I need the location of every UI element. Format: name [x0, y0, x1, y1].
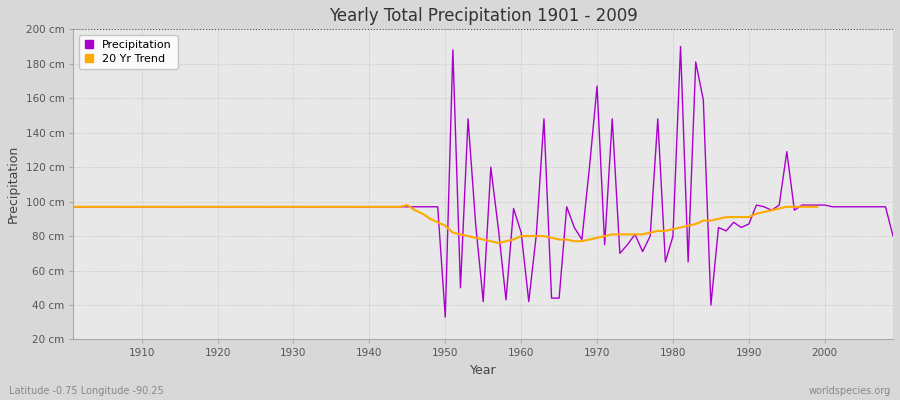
Precipitation [296, 204, 307, 209]
Precipitation [129, 204, 140, 209]
Precipitation [675, 44, 686, 49]
Text: Latitude -0.75 Longitude -90.25: Latitude -0.75 Longitude -90.25 [9, 386, 164, 396]
20 Yr Trend [493, 240, 504, 245]
20 Yr Trend [296, 204, 307, 209]
20 Yr Trend [68, 204, 79, 209]
Legend: Precipitation, 20 Yr Trend: Precipitation, 20 Yr Trend [79, 35, 177, 70]
20 Yr Trend [266, 204, 276, 209]
Line: 20 Yr Trend: 20 Yr Trend [74, 205, 817, 243]
X-axis label: Year: Year [470, 364, 497, 377]
20 Yr Trend [447, 230, 458, 235]
Title: Yearly Total Precipitation 1901 - 2009: Yearly Total Precipitation 1901 - 2009 [328, 7, 637, 25]
20 Yr Trend [402, 203, 413, 208]
Precipitation [887, 234, 898, 238]
Precipitation [68, 204, 79, 209]
20 Yr Trend [668, 227, 679, 232]
Precipitation [341, 204, 352, 209]
Precipitation [524, 299, 535, 304]
20 Yr Trend [243, 204, 254, 209]
Precipitation [440, 315, 451, 320]
Precipitation [615, 251, 626, 256]
Y-axis label: Precipitation: Precipitation [7, 145, 20, 224]
Precipitation [516, 230, 526, 235]
20 Yr Trend [812, 204, 823, 209]
20 Yr Trend [470, 235, 481, 240]
Line: Precipitation: Precipitation [74, 46, 893, 317]
Text: worldspecies.org: worldspecies.org [809, 386, 891, 396]
